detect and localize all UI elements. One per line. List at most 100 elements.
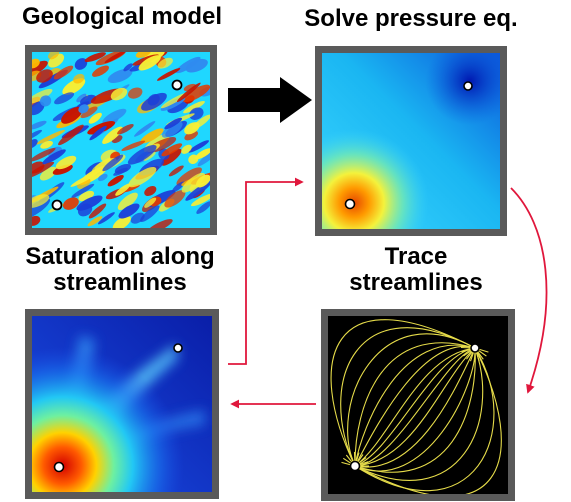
permeability-patch [78,104,89,114]
permeability-patch [128,166,157,188]
saturation-panel [25,309,219,499]
streamline [354,342,476,467]
permeability-patch [107,68,133,84]
producer-well-icon [349,460,361,472]
permeability-patch [117,192,138,211]
permeability-patch [39,166,57,181]
permeability-patch [73,73,85,84]
solve-pressure-title: Solve pressure eq. [304,5,518,32]
permeability-patch [167,99,189,114]
permeability-patch [32,129,42,142]
permeability-patch [188,140,210,153]
permeability-patch [97,173,108,182]
permeability-patch [135,52,151,58]
streamline [354,347,476,467]
permeability-patch [123,63,133,72]
permeability-patch [196,201,210,214]
permeability-patch [42,149,66,165]
permeability-patch [102,108,127,124]
streamline [354,347,476,473]
streamline [354,347,476,467]
permeability-patch [58,124,84,146]
permeability-patch [113,167,128,176]
permeability-patch [172,181,185,192]
injector-well-icon [173,343,183,353]
permeability-patch [36,69,53,83]
trace-title: Trace streamlines [326,244,506,296]
permeability-patch [183,83,197,92]
permeability-patch [147,94,160,106]
permeability-patch [102,154,124,172]
permeability-patch [32,60,48,80]
permeability-patch [88,203,107,219]
geological-model-title: Geological model [21,3,223,30]
permeability-patch [164,117,183,130]
permeability-patch [181,144,192,154]
permeability-patch [161,143,183,157]
permeability-patch [190,193,210,207]
injector-well-icon [463,81,473,91]
permeability-patch [32,161,55,178]
permeability-patch [184,130,198,141]
streamline [340,327,476,467]
streamlines-panel [321,309,515,501]
saturation-title-line1: Saturation along [25,243,215,270]
injector-well-icon [171,79,183,91]
permeability-patch [84,52,106,62]
permeability-patch [62,197,79,210]
permeability-patch [40,140,53,149]
permeability-patch [55,155,77,170]
permeability-patch [197,145,210,167]
trace-title-line2: streamlines [349,269,483,296]
streamline [354,347,476,472]
streamline-set [330,319,502,494]
streamline [347,333,476,467]
producer-well-icon [51,199,63,211]
permeability-patch [70,171,99,187]
permeability-patch [121,140,146,152]
permeability-patch [181,172,206,193]
permeability-patch [140,128,164,144]
permeability-patch [104,52,127,63]
permeability-patch [157,57,173,69]
streamline [354,347,502,494]
producer-well-icon [344,198,356,210]
permeability-patch [48,52,60,60]
trace-title-line1: Trace [384,243,448,270]
permeability-patch [54,92,75,105]
saturation-title-line2: streamlines [53,269,187,296]
permeability-patch [143,151,156,161]
streamline [354,345,476,467]
permeability-patch [156,68,181,81]
permeability-patch [36,129,66,145]
permeability-patch [32,58,40,69]
streamline [354,347,476,467]
permeability-patch [185,58,208,73]
permeability-patch [102,126,123,145]
streamline [354,347,476,467]
streamline [354,344,476,467]
permeability-patch [146,219,173,228]
permeability-patch [92,65,109,77]
saturation-title: Saturation along streamlines [4,244,236,296]
permeability-patch [97,212,115,225]
permeability-patch [77,203,93,217]
permeability-patch [32,147,56,162]
producer-well-icon [53,461,65,473]
permeability-patch [144,197,157,208]
permeability-patch [189,107,204,120]
permeability-patch [160,92,188,109]
permeability-patch [127,144,157,165]
permeability-patch [74,58,88,70]
permeability-patch [71,183,95,198]
permeability-patch [39,95,52,107]
permeability-patch [164,190,186,208]
permeability-patch [195,148,210,160]
streamline [354,347,484,481]
permeability-patch [110,87,128,101]
permeability-patch [117,123,134,135]
permeability-patch [140,205,160,223]
permeability-patch [176,167,202,186]
